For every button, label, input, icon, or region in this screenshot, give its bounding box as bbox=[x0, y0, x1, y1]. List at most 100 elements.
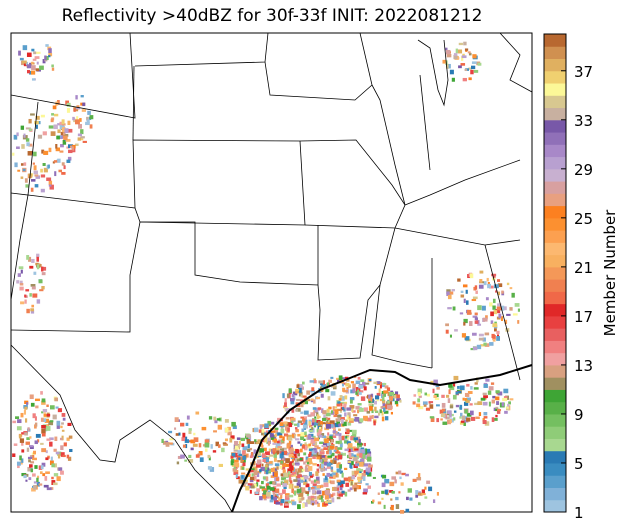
speckle bbox=[496, 336, 501, 341]
speckle bbox=[312, 452, 318, 457]
speckle bbox=[308, 443, 312, 447]
speckle bbox=[290, 397, 295, 402]
speckle bbox=[34, 174, 39, 177]
speckle bbox=[298, 492, 304, 497]
speckle bbox=[261, 480, 264, 485]
speckle bbox=[26, 255, 30, 260]
speckle bbox=[23, 62, 27, 67]
speckle bbox=[43, 413, 47, 417]
speckle bbox=[337, 408, 342, 411]
speckle bbox=[509, 287, 513, 290]
speckle bbox=[269, 433, 274, 438]
speckle bbox=[341, 383, 345, 387]
speckle bbox=[381, 410, 384, 416]
speckle bbox=[317, 424, 321, 429]
speckle bbox=[204, 439, 210, 445]
speckle bbox=[87, 110, 91, 115]
speckle bbox=[395, 496, 399, 501]
speckle bbox=[327, 499, 332, 503]
speckle bbox=[242, 446, 248, 451]
speckle bbox=[365, 382, 370, 385]
speckle bbox=[458, 65, 462, 69]
speckle bbox=[300, 436, 305, 441]
speckle bbox=[379, 398, 384, 402]
speckle bbox=[241, 475, 244, 479]
speckle bbox=[338, 398, 342, 401]
speckle bbox=[489, 342, 494, 346]
speckle bbox=[234, 445, 240, 450]
speckle bbox=[250, 485, 255, 489]
speckle bbox=[320, 499, 324, 503]
speckle bbox=[16, 146, 20, 149]
speckle bbox=[353, 414, 358, 417]
speckle bbox=[327, 432, 330, 436]
speckle bbox=[41, 428, 46, 434]
speckle bbox=[303, 445, 308, 451]
speckle bbox=[47, 455, 50, 459]
speckle bbox=[264, 451, 270, 456]
speckle bbox=[512, 313, 518, 316]
speckle bbox=[279, 422, 284, 427]
speckle bbox=[401, 472, 406, 476]
speckle bbox=[476, 377, 479, 383]
speckle bbox=[29, 394, 34, 400]
speckle bbox=[447, 419, 451, 425]
colorbar-swatch bbox=[544, 156, 566, 170]
speckle bbox=[483, 383, 488, 388]
speckle bbox=[383, 504, 386, 509]
speckle bbox=[303, 502, 308, 507]
speckle bbox=[320, 467, 325, 472]
speckle bbox=[31, 304, 35, 308]
speckle bbox=[466, 400, 470, 403]
speckle bbox=[291, 452, 296, 456]
speckle bbox=[464, 409, 468, 414]
speckle bbox=[368, 464, 373, 468]
colorbar-swatch bbox=[544, 450, 566, 464]
speckle bbox=[305, 483, 310, 488]
speckle bbox=[310, 398, 314, 401]
speckle bbox=[320, 458, 323, 463]
speckle bbox=[188, 428, 192, 431]
speckle bbox=[336, 496, 341, 500]
speckle bbox=[330, 494, 334, 498]
speckle bbox=[309, 380, 315, 383]
speckle bbox=[504, 410, 508, 414]
speckle bbox=[36, 477, 39, 482]
speckle bbox=[207, 454, 211, 459]
speckle bbox=[332, 435, 337, 439]
speckle bbox=[328, 406, 332, 410]
speckle bbox=[377, 501, 382, 505]
speckle bbox=[445, 329, 449, 334]
speckle bbox=[400, 482, 404, 486]
speckle bbox=[53, 463, 57, 468]
speckle bbox=[28, 477, 32, 481]
speckle bbox=[382, 403, 386, 407]
speckle bbox=[265, 430, 269, 435]
speckle bbox=[221, 447, 225, 453]
speckle bbox=[36, 439, 40, 443]
speckle bbox=[288, 440, 292, 444]
speckle bbox=[282, 447, 287, 450]
speckle bbox=[89, 115, 94, 120]
speckle bbox=[33, 51, 37, 55]
speckle bbox=[283, 421, 288, 425]
speckle bbox=[337, 490, 341, 494]
speckle bbox=[462, 284, 468, 288]
speckle bbox=[336, 479, 341, 482]
speckle bbox=[477, 323, 482, 326]
speckle bbox=[474, 402, 479, 406]
speckle bbox=[417, 473, 421, 478]
speckle bbox=[451, 77, 455, 82]
speckle bbox=[466, 417, 471, 422]
speckle bbox=[332, 470, 337, 473]
speckle bbox=[477, 401, 483, 406]
speckle bbox=[356, 468, 361, 472]
speckle bbox=[353, 456, 358, 462]
speckle bbox=[341, 472, 344, 478]
speckle bbox=[217, 424, 223, 430]
speckle bbox=[354, 448, 359, 451]
speckle bbox=[342, 401, 348, 405]
speckle bbox=[25, 184, 29, 188]
speckle bbox=[307, 399, 311, 402]
speckle bbox=[390, 411, 393, 415]
